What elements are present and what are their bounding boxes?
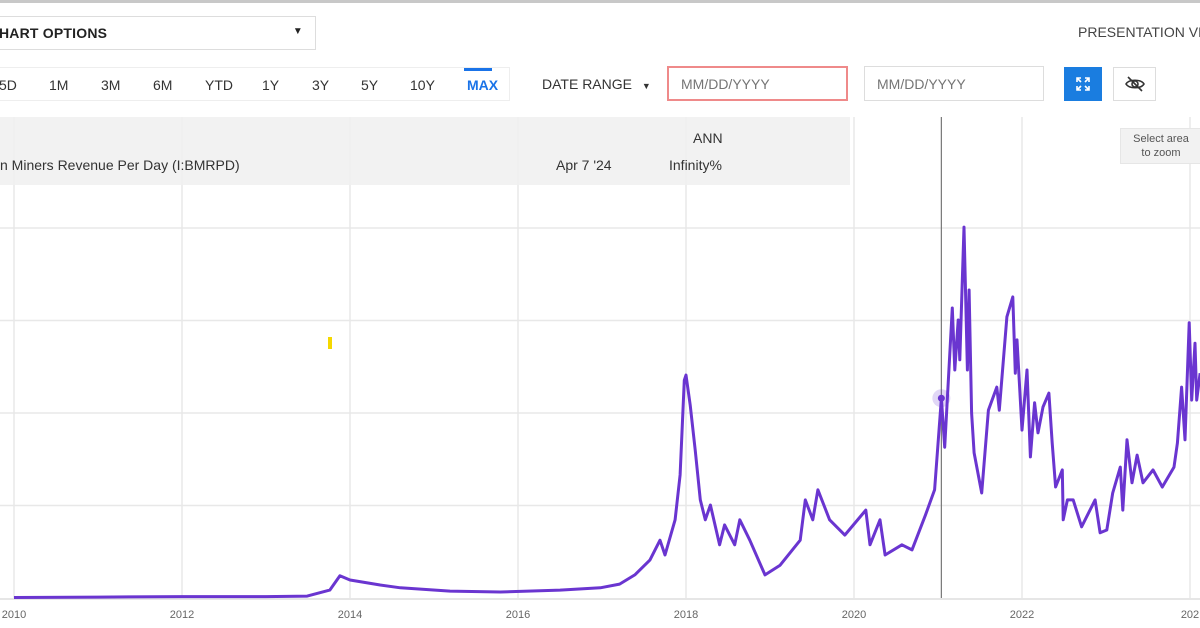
x-tick-label: 2018 — [674, 609, 698, 621]
expand-arrows-icon — [1076, 77, 1090, 91]
date-range-dropdown[interactable]: DATE RANGE ▼ — [542, 76, 651, 92]
range-button-5d[interactable]: 5D — [0, 77, 17, 93]
start-date-input[interactable] — [667, 66, 848, 101]
range-button-3m[interactable]: 3M — [101, 77, 121, 93]
caret-down-icon: ▼ — [292, 26, 303, 37]
legend-value: Infinity% — [669, 157, 722, 173]
range-button-1m[interactable]: 1M — [49, 77, 69, 93]
x-tick-label: 2016 — [506, 609, 530, 621]
x-tick-label: 2010 — [2, 609, 26, 621]
x-tick-label: 2014 — [338, 609, 362, 621]
range-button-max[interactable]: MAX — [467, 77, 499, 93]
event-marker — [328, 337, 332, 349]
fullscreen-button[interactable] — [1064, 67, 1102, 101]
date-range-label: DATE RANGE — [542, 76, 632, 92]
presentation-view-button[interactable]: PRESENTATION VIE — [1078, 24, 1200, 40]
legend-date: Apr 7 '24 — [556, 157, 612, 173]
legend-panel: ANN n Miners Revenue Per Day (I:BMRPD) A… — [0, 117, 850, 185]
zoom-hint-tooltip: Select area to zoom — [1120, 128, 1200, 164]
x-tick-label: 2020 — [842, 609, 866, 621]
x-tick-label: 202 — [1181, 609, 1199, 621]
range-button-6m[interactable]: 6M — [153, 77, 173, 93]
legend-series-name[interactable]: n Miners Revenue Per Day (I:BMRPD) — [0, 157, 240, 173]
legend-column-header: ANN — [693, 130, 723, 146]
hover-point — [937, 394, 945, 402]
chart-options-dropdown[interactable]: HART OPTIONS ▼ — [0, 16, 316, 50]
range-button-ytd[interactable]: YTD — [205, 77, 233, 93]
series-line — [13, 225, 1200, 599]
range-button-5y[interactable]: 5Y — [361, 77, 379, 93]
range-button-3y[interactable]: 3Y — [312, 77, 330, 93]
caret-down-icon: ▼ — [641, 81, 651, 91]
end-date-input[interactable] — [864, 66, 1044, 101]
range-button-10y[interactable]: 10Y — [410, 77, 435, 93]
zoom-hint-line2: to zoom — [1141, 147, 1181, 159]
range-selector: 5D 1M 3M 6M YTD 1Y 3Y 5Y 10Y MAX — [0, 67, 510, 101]
eye-slash-icon — [1124, 76, 1145, 92]
x-tick-label: 2022 — [1010, 609, 1034, 621]
active-range-indicator — [464, 68, 492, 71]
zoom-hint-line1: Select area — [1133, 133, 1189, 145]
hide-button[interactable] — [1113, 67, 1156, 101]
x-tick-label: 2012 — [170, 609, 194, 621]
chart-options-label: HART OPTIONS — [0, 25, 108, 41]
top-border — [0, 0, 1200, 3]
range-button-1y[interactable]: 1Y — [262, 77, 280, 93]
